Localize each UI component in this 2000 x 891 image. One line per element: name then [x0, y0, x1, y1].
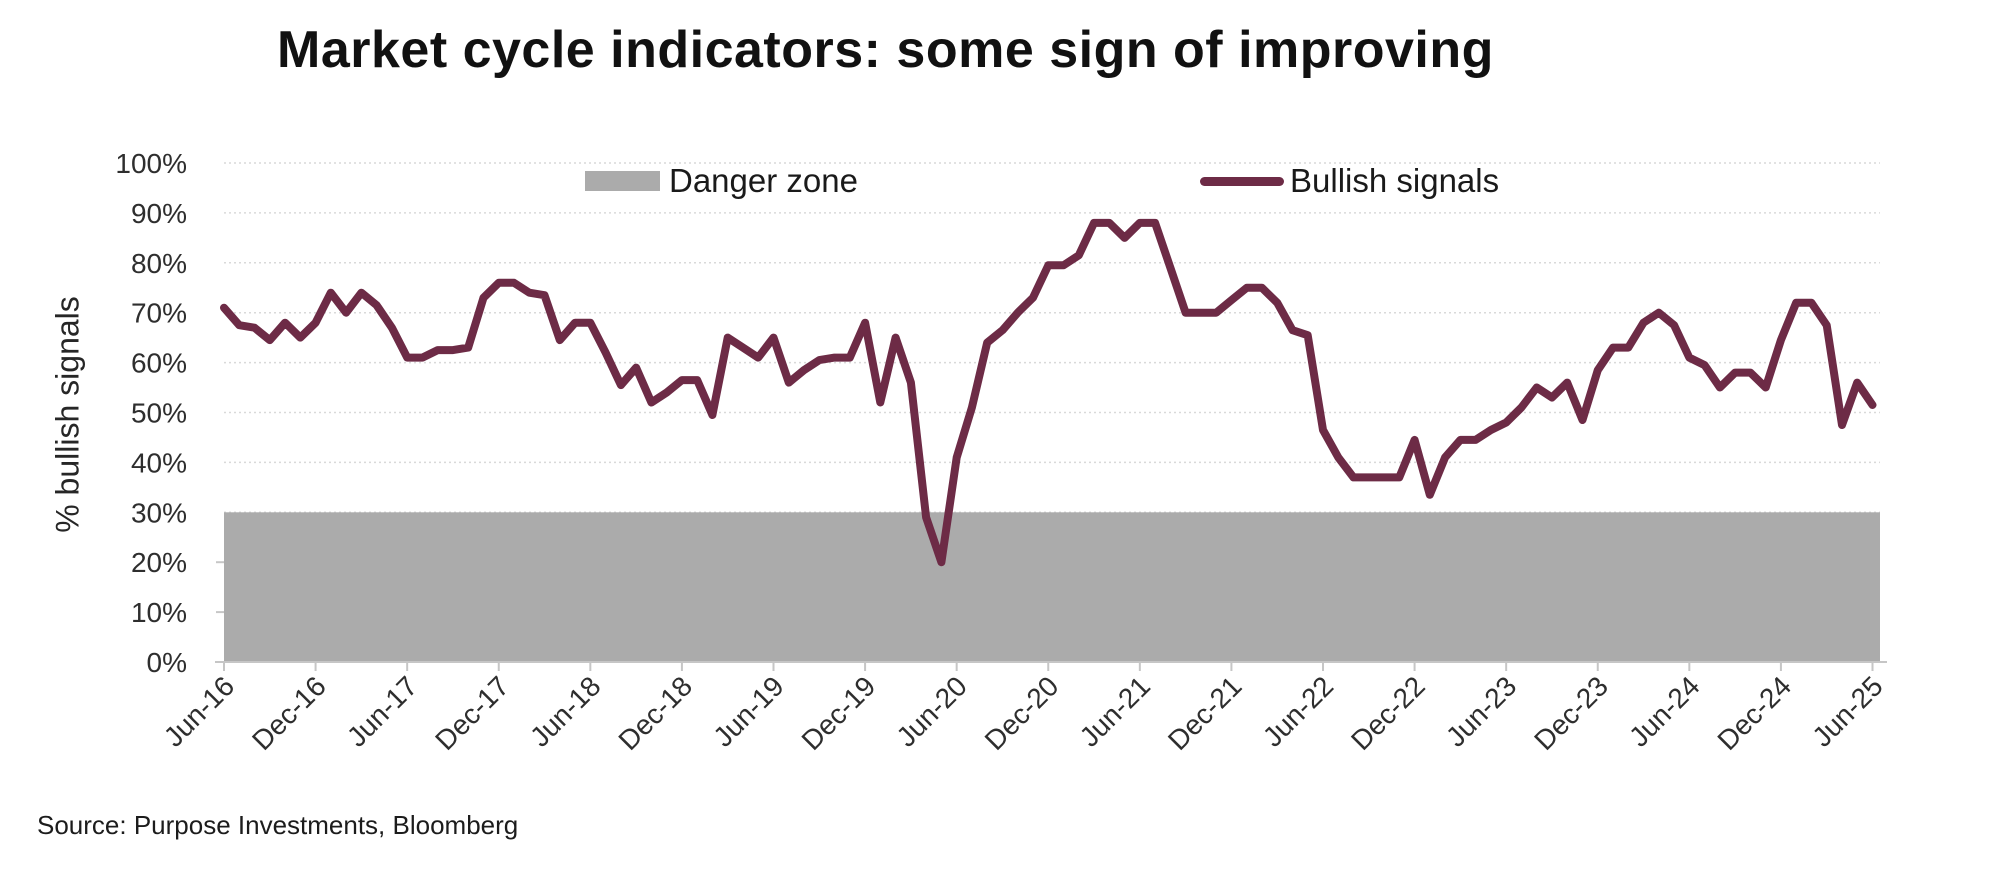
y-tick-label-30%: 30%	[131, 497, 187, 528]
bullish-line-swatch-icon	[1200, 176, 1284, 186]
x-tick-label-Dec-23: Dec-23	[1528, 670, 1614, 756]
x-tick-label-Dec-24: Dec-24	[1711, 670, 1797, 756]
y-tick-label-100%: 100%	[115, 148, 187, 179]
y-tick-label-0%: 0%	[147, 647, 187, 678]
y-tick-label-20%: 20%	[131, 547, 187, 578]
bullish-signals-line	[220, 218, 1877, 567]
legend-item-danger-zone: Danger zone	[585, 162, 858, 199]
x-tick-label-Jun-17: Jun-17	[341, 670, 423, 752]
x-tick-label-Dec-21: Dec-21	[1162, 670, 1248, 756]
y-tick-label-80%: 80%	[131, 248, 187, 279]
x-tick-label-Jun-19: Jun-19	[707, 670, 789, 752]
legend-label-danger-zone: Danger zone	[669, 162, 858, 199]
x-tick-label-Jun-24: Jun-24	[1623, 670, 1705, 752]
x-tick-label-Jun-25: Jun-25	[1806, 670, 1888, 752]
x-tick-label-Dec-18: Dec-18	[612, 670, 698, 756]
x-tick-label-Dec-19: Dec-19	[796, 670, 882, 756]
y-tick-label-70%: 70%	[131, 298, 187, 329]
x-tick-label-Dec-16: Dec-16	[246, 670, 332, 756]
y-tick-label-10%: 10%	[131, 597, 187, 628]
danger-zone-swatch-icon	[585, 171, 660, 191]
x-tick-label-Jun-16: Jun-16	[158, 670, 240, 752]
source-note: Source: Purpose Investments, Bloomberg	[37, 810, 519, 840]
x-tick-label-Jun-21: Jun-21	[1074, 670, 1156, 752]
y-tick-label-40%: 40%	[131, 447, 187, 478]
danger-zone-band	[224, 512, 1880, 662]
x-tick-label-Dec-20: Dec-20	[979, 670, 1065, 756]
y-tick-label-60%: 60%	[131, 348, 187, 379]
legend-item-bullish-signals: Bullish signals	[1200, 162, 1500, 199]
x-tick-label-Dec-22: Dec-22	[1345, 670, 1431, 756]
chart-title: Market cycle indicators: some sign of im…	[277, 21, 1494, 79]
x-tick-label-Jun-22: Jun-22	[1257, 670, 1339, 752]
y-tick-label-50%: 50%	[131, 398, 187, 429]
x-tick-label-Jun-20: Jun-20	[890, 670, 972, 752]
y-tick-label-90%: 90%	[131, 198, 187, 229]
x-tick-label-Jun-18: Jun-18	[524, 670, 606, 752]
x-tick-label-Dec-17: Dec-17	[429, 670, 515, 756]
legend-label-bullish-signals: Bullish signals	[1290, 162, 1500, 199]
x-tick-label-Jun-23: Jun-23	[1440, 670, 1522, 752]
